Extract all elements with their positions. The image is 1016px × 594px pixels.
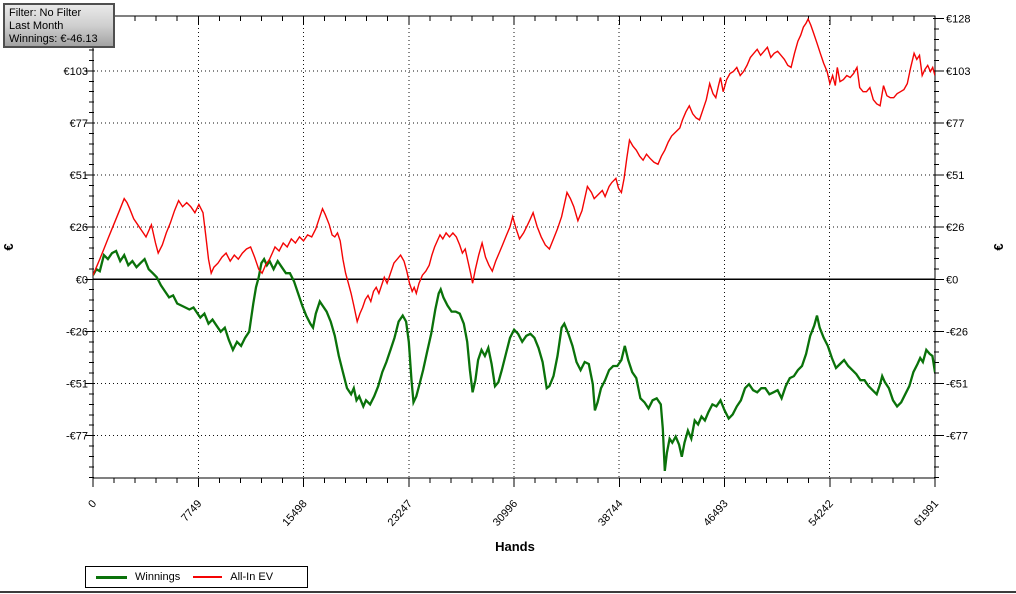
x-axis-tick-label: 7749 [179, 498, 204, 524]
x-axis-tick-label: 15498 [280, 498, 309, 529]
window-bottom-edge [0, 591, 1016, 593]
axis-labels: €128€128€103€103€77€77€51€51€26€26€0€0-€… [1, 14, 1006, 554]
all-in-ev-line-swatch [193, 576, 223, 578]
winnings-series-line [93, 249, 935, 472]
chart-legend: Winnings All-In EV [85, 566, 308, 588]
x-axis-tick-label: 23247 [386, 498, 415, 529]
y-axis-label-right: -€77 [946, 431, 968, 443]
x-axis-tick-label: 61991 [912, 498, 941, 529]
y-axis-label-left: -€26 [66, 326, 88, 338]
y-axis-label-left: €26 [70, 222, 88, 234]
x-axis-title: Hands [495, 539, 535, 554]
x-axis-tick-label: 38744 [596, 498, 625, 529]
y-axis-label-right: €26 [946, 222, 964, 234]
filter-line: Filter: No Filter [9, 7, 82, 19]
y-axis-label-right: -€51 [946, 379, 968, 391]
y-axis-label-left: €51 [70, 170, 88, 182]
x-axis-tick-label: 0 [86, 498, 99, 511]
x-axis-tick-label: 46493 [701, 498, 730, 529]
y-axis-label-left: -€51 [66, 379, 88, 391]
y-axis-title-left: € [1, 243, 16, 250]
legend-label-all-in-ev: All-In EV [230, 571, 274, 583]
filter-info-box: Filter: No Filter Last Month Winnings: €… [3, 3, 115, 48]
x-axis-tick-label: 54242 [807, 498, 836, 529]
y-axis-label-left: -€77 [66, 431, 88, 443]
y-axis-label-right: €0 [946, 274, 958, 286]
x-axis-tick-label: 30996 [491, 498, 520, 529]
y-axis-label-right: -€26 [946, 326, 968, 338]
y-axis-title-right: € [991, 243, 1006, 250]
legend-label-winnings: Winnings [135, 571, 181, 583]
all-in-ev-series-line [93, 17, 935, 325]
y-axis-label-right: €128 [946, 14, 970, 26]
period-line: Last Month [9, 20, 64, 32]
y-axis-label-left: €77 [70, 118, 88, 130]
y-axis-label-left: €0 [76, 274, 88, 286]
series [93, 17, 935, 472]
y-axis-label-right: €77 [946, 118, 964, 130]
y-axis-label-right: €103 [946, 66, 970, 78]
gridlines [93, 16, 935, 478]
axes [85, 15, 944, 487]
y-axis-label-right: €51 [946, 170, 964, 182]
winnings-total-line: Winnings: €-46.13 [9, 33, 98, 45]
y-axis-label-left: €103 [64, 66, 88, 78]
winnings-line-swatch [96, 575, 127, 579]
